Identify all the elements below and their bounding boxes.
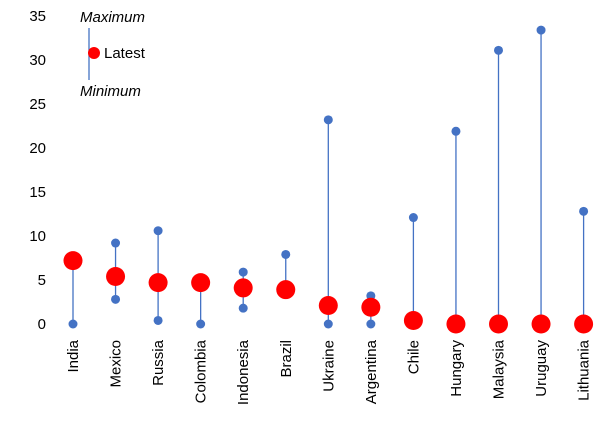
y-axis: 0 5 10 15 20 25 30 35 — [29, 8, 46, 333]
latest-point — [233, 278, 253, 298]
x-axis: India Mexico Russia Colombia Indonesia Brazil… — [65, 339, 593, 405]
max-point — [153, 226, 163, 236]
max-point — [111, 238, 121, 248]
range-lines — [72, 30, 585, 324]
min-point — [323, 319, 333, 329]
max-point — [238, 267, 248, 277]
max-point — [579, 206, 589, 216]
category-label: Hungary — [448, 340, 465, 397]
category-label: Argentina — [363, 339, 380, 404]
latest-point — [361, 297, 381, 317]
y-tick-label: 20 — [29, 140, 46, 157]
max-point — [408, 213, 418, 223]
category-label: Indonesia — [235, 339, 252, 405]
min-point — [68, 319, 78, 329]
category-label: Russia — [150, 339, 167, 386]
category-label: Chile — [405, 340, 422, 374]
legend-minimum-label: Minimum — [80, 83, 141, 100]
latest-point — [489, 314, 508, 334]
max-point — [536, 25, 546, 35]
data-points — [63, 25, 594, 334]
y-tick-label: 10 — [29, 228, 46, 245]
category-label: Ukraine — [320, 340, 337, 392]
y-tick-label: 35 — [29, 8, 46, 25]
legend-maximum-label: Maximum — [80, 9, 145, 26]
min-point — [111, 294, 121, 304]
latest-point — [276, 280, 296, 300]
category-label: Lithuania — [576, 339, 593, 401]
latest-point — [403, 310, 423, 330]
latest-point — [531, 314, 551, 334]
category-label: Mexico — [108, 340, 125, 388]
category-label: Uruguay — [533, 340, 550, 397]
latest-point — [574, 314, 594, 334]
latest-point — [148, 273, 168, 293]
y-tick-label: 25 — [29, 96, 46, 113]
max-point — [281, 249, 291, 259]
latest-point — [63, 251, 83, 271]
min-point — [366, 319, 376, 329]
category-label: Malaysia — [491, 339, 508, 399]
max-point — [323, 115, 333, 125]
latest-point — [446, 314, 466, 334]
category-label: India — [65, 339, 82, 372]
latest-point — [318, 296, 338, 316]
legend-latest-label: Latest — [104, 45, 146, 62]
min-point — [153, 315, 163, 325]
latest-point — [106, 266, 126, 286]
min-point — [238, 303, 248, 313]
y-tick-label: 5 — [38, 272, 46, 289]
category-label: Brazil — [278, 340, 295, 378]
y-tick-label: 0 — [38, 316, 46, 333]
max-point — [494, 45, 503, 55]
y-tick-label: 30 — [29, 52, 46, 69]
max-point — [451, 126, 461, 136]
legend: Maximum Latest Minimum — [80, 9, 146, 100]
category-label: Colombia — [193, 339, 210, 403]
latest-point — [191, 273, 211, 293]
legend-latest-marker — [88, 47, 100, 59]
min-point — [196, 319, 206, 329]
y-tick-label: 15 — [29, 184, 46, 201]
